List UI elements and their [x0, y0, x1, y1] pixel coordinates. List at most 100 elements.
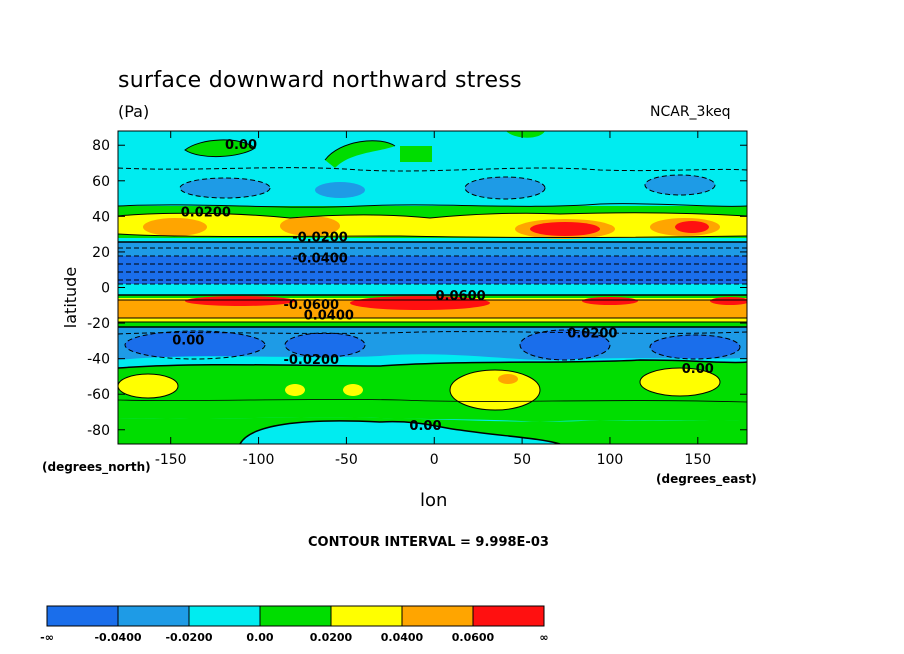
- colorbar-label: 0.0600: [452, 631, 495, 644]
- x-tick-label: -100: [243, 452, 275, 468]
- contour-label: -0.0600: [283, 298, 339, 313]
- y-tick-label: -60: [87, 387, 110, 403]
- colorbar-swatch: [46, 605, 119, 627]
- y-tick-label: -20: [87, 316, 110, 332]
- contour-label: -0.0200: [283, 353, 339, 368]
- x-tick-label: 150: [684, 452, 711, 468]
- contour-line: [649, 334, 741, 360]
- contour-line: [644, 174, 716, 196]
- contour-field: [118, 131, 747, 444]
- colorbar-swatch: [401, 605, 474, 627]
- x-tick-label: 50: [513, 452, 531, 468]
- region-southern-orange: [498, 374, 518, 384]
- colorbar-swatch: [117, 605, 190, 627]
- region-arctic-positive: [185, 139, 255, 157]
- y-tick-label: 80: [92, 138, 110, 154]
- region-antarctic-cyan: [240, 420, 560, 444]
- contour-label: 0.00: [409, 419, 441, 434]
- chart-title: surface downward northward stress: [118, 68, 522, 93]
- region-southern-yellow-1: [118, 374, 178, 398]
- colorbar-label: -0.0400: [94, 631, 141, 644]
- model-label: NCAR_3keq: [650, 104, 731, 120]
- band-nh-lightblue: [118, 242, 747, 258]
- contour-line: [639, 367, 721, 397]
- contour-label: -0.0400: [292, 252, 348, 267]
- y-tick-label: -80: [87, 423, 110, 439]
- region-subpolar-negative-2: [315, 182, 365, 198]
- region-nh-red-1: [530, 222, 600, 236]
- y-axis-units: (degrees_north): [42, 460, 151, 474]
- y-tick-label: -40: [87, 352, 110, 368]
- contour-label: 0.0600: [436, 289, 486, 304]
- y-tick-label: 0: [101, 281, 110, 297]
- region-nh-orange-2: [280, 216, 340, 236]
- region-southern-yellow-2: [285, 384, 305, 396]
- contour-label: 0.0400: [304, 309, 354, 324]
- band-equator-cyan: [118, 284, 747, 296]
- colorbar-label: 0.00: [246, 631, 273, 644]
- region-subpolar-negative-4: [645, 175, 715, 195]
- colorbar-swatch: [259, 605, 332, 627]
- contour-line: [118, 203, 747, 208]
- region-sh-blue-1: [125, 331, 265, 359]
- region-southern-yellow-3: [343, 384, 363, 396]
- region-sh-blue-4: [650, 335, 740, 359]
- contour-label: -0.0200: [292, 230, 348, 245]
- region-sh-red-3: [582, 297, 638, 305]
- units-label: (Pa): [118, 102, 150, 121]
- y-tick-label: 40: [92, 209, 110, 225]
- region-arctic-positive-4: [506, 131, 545, 138]
- contour-lines: [118, 139, 747, 444]
- y-axis-ticks: 80 60 40 20 0 -20 -40 -60 -80: [87, 138, 747, 439]
- contour-interval: CONTOUR INTERVAL = 9.998E-03: [308, 535, 549, 550]
- contour-label: 0.0200: [181, 205, 231, 220]
- colorbar-label: -0.0200: [165, 631, 212, 644]
- contour-line: [179, 177, 271, 199]
- region-southern-yellow-5: [640, 368, 720, 396]
- contour-label: 0.00: [172, 333, 204, 348]
- region-sh-red-1: [185, 296, 295, 306]
- contour-label: 0.0200: [567, 326, 617, 341]
- colorbar-swatch: [188, 605, 261, 627]
- region-nh-orange-1: [143, 218, 207, 236]
- x-tick-label: -150: [155, 452, 187, 468]
- x-tick-label: 0: [430, 452, 439, 468]
- colorbar-label: -∞: [40, 631, 54, 644]
- x-tick-label: 100: [597, 452, 624, 468]
- colorbar-label: 0.0400: [381, 631, 424, 644]
- contour-line: [124, 330, 266, 360]
- x-tick-label: -50: [335, 452, 358, 468]
- colorbar-swatch: [472, 605, 545, 627]
- contour-line: [284, 332, 366, 358]
- contour-label-layer: 0.000.0200-0.0200-0.04000.0600-0.06000.0…: [172, 138, 714, 434]
- contour-line: [118, 373, 179, 399]
- region-sh-blue-2: [285, 333, 365, 357]
- region-sh-blue-3: [520, 330, 610, 360]
- region-sh-red-4: [710, 297, 747, 305]
- region-subpolar-negative-3: [465, 177, 545, 199]
- contour-line: [324, 140, 396, 161]
- contour-line: [464, 176, 546, 200]
- contour-line: [118, 167, 747, 172]
- region-arctic-positive-3: [400, 146, 432, 162]
- region-nh-red-2: [675, 221, 709, 233]
- region-subpolar-negative: [180, 178, 270, 198]
- x-axis-units: (degrees_east): [656, 472, 757, 486]
- band-nh-blue: [118, 256, 747, 284]
- contour-line: [118, 212, 747, 219]
- contour-label: 0.00: [225, 138, 257, 153]
- contour-line: [118, 399, 747, 403]
- region-arctic-positive-2: [325, 140, 395, 168]
- contour-line: [118, 359, 747, 369]
- x-axis-label: lon: [420, 490, 448, 511]
- colorbar-swatch: [330, 605, 403, 627]
- contour-line: [118, 233, 747, 238]
- x-axis-ticks: -150 -100 -50 0 50 100 150: [155, 131, 711, 468]
- contour-line: [519, 329, 611, 361]
- contour-line: [184, 139, 256, 158]
- band-southern-green: [118, 360, 747, 422]
- contour-label: 0.00: [682, 362, 714, 377]
- y-tick-label: 20: [92, 245, 110, 261]
- contour-line: [239, 420, 561, 444]
